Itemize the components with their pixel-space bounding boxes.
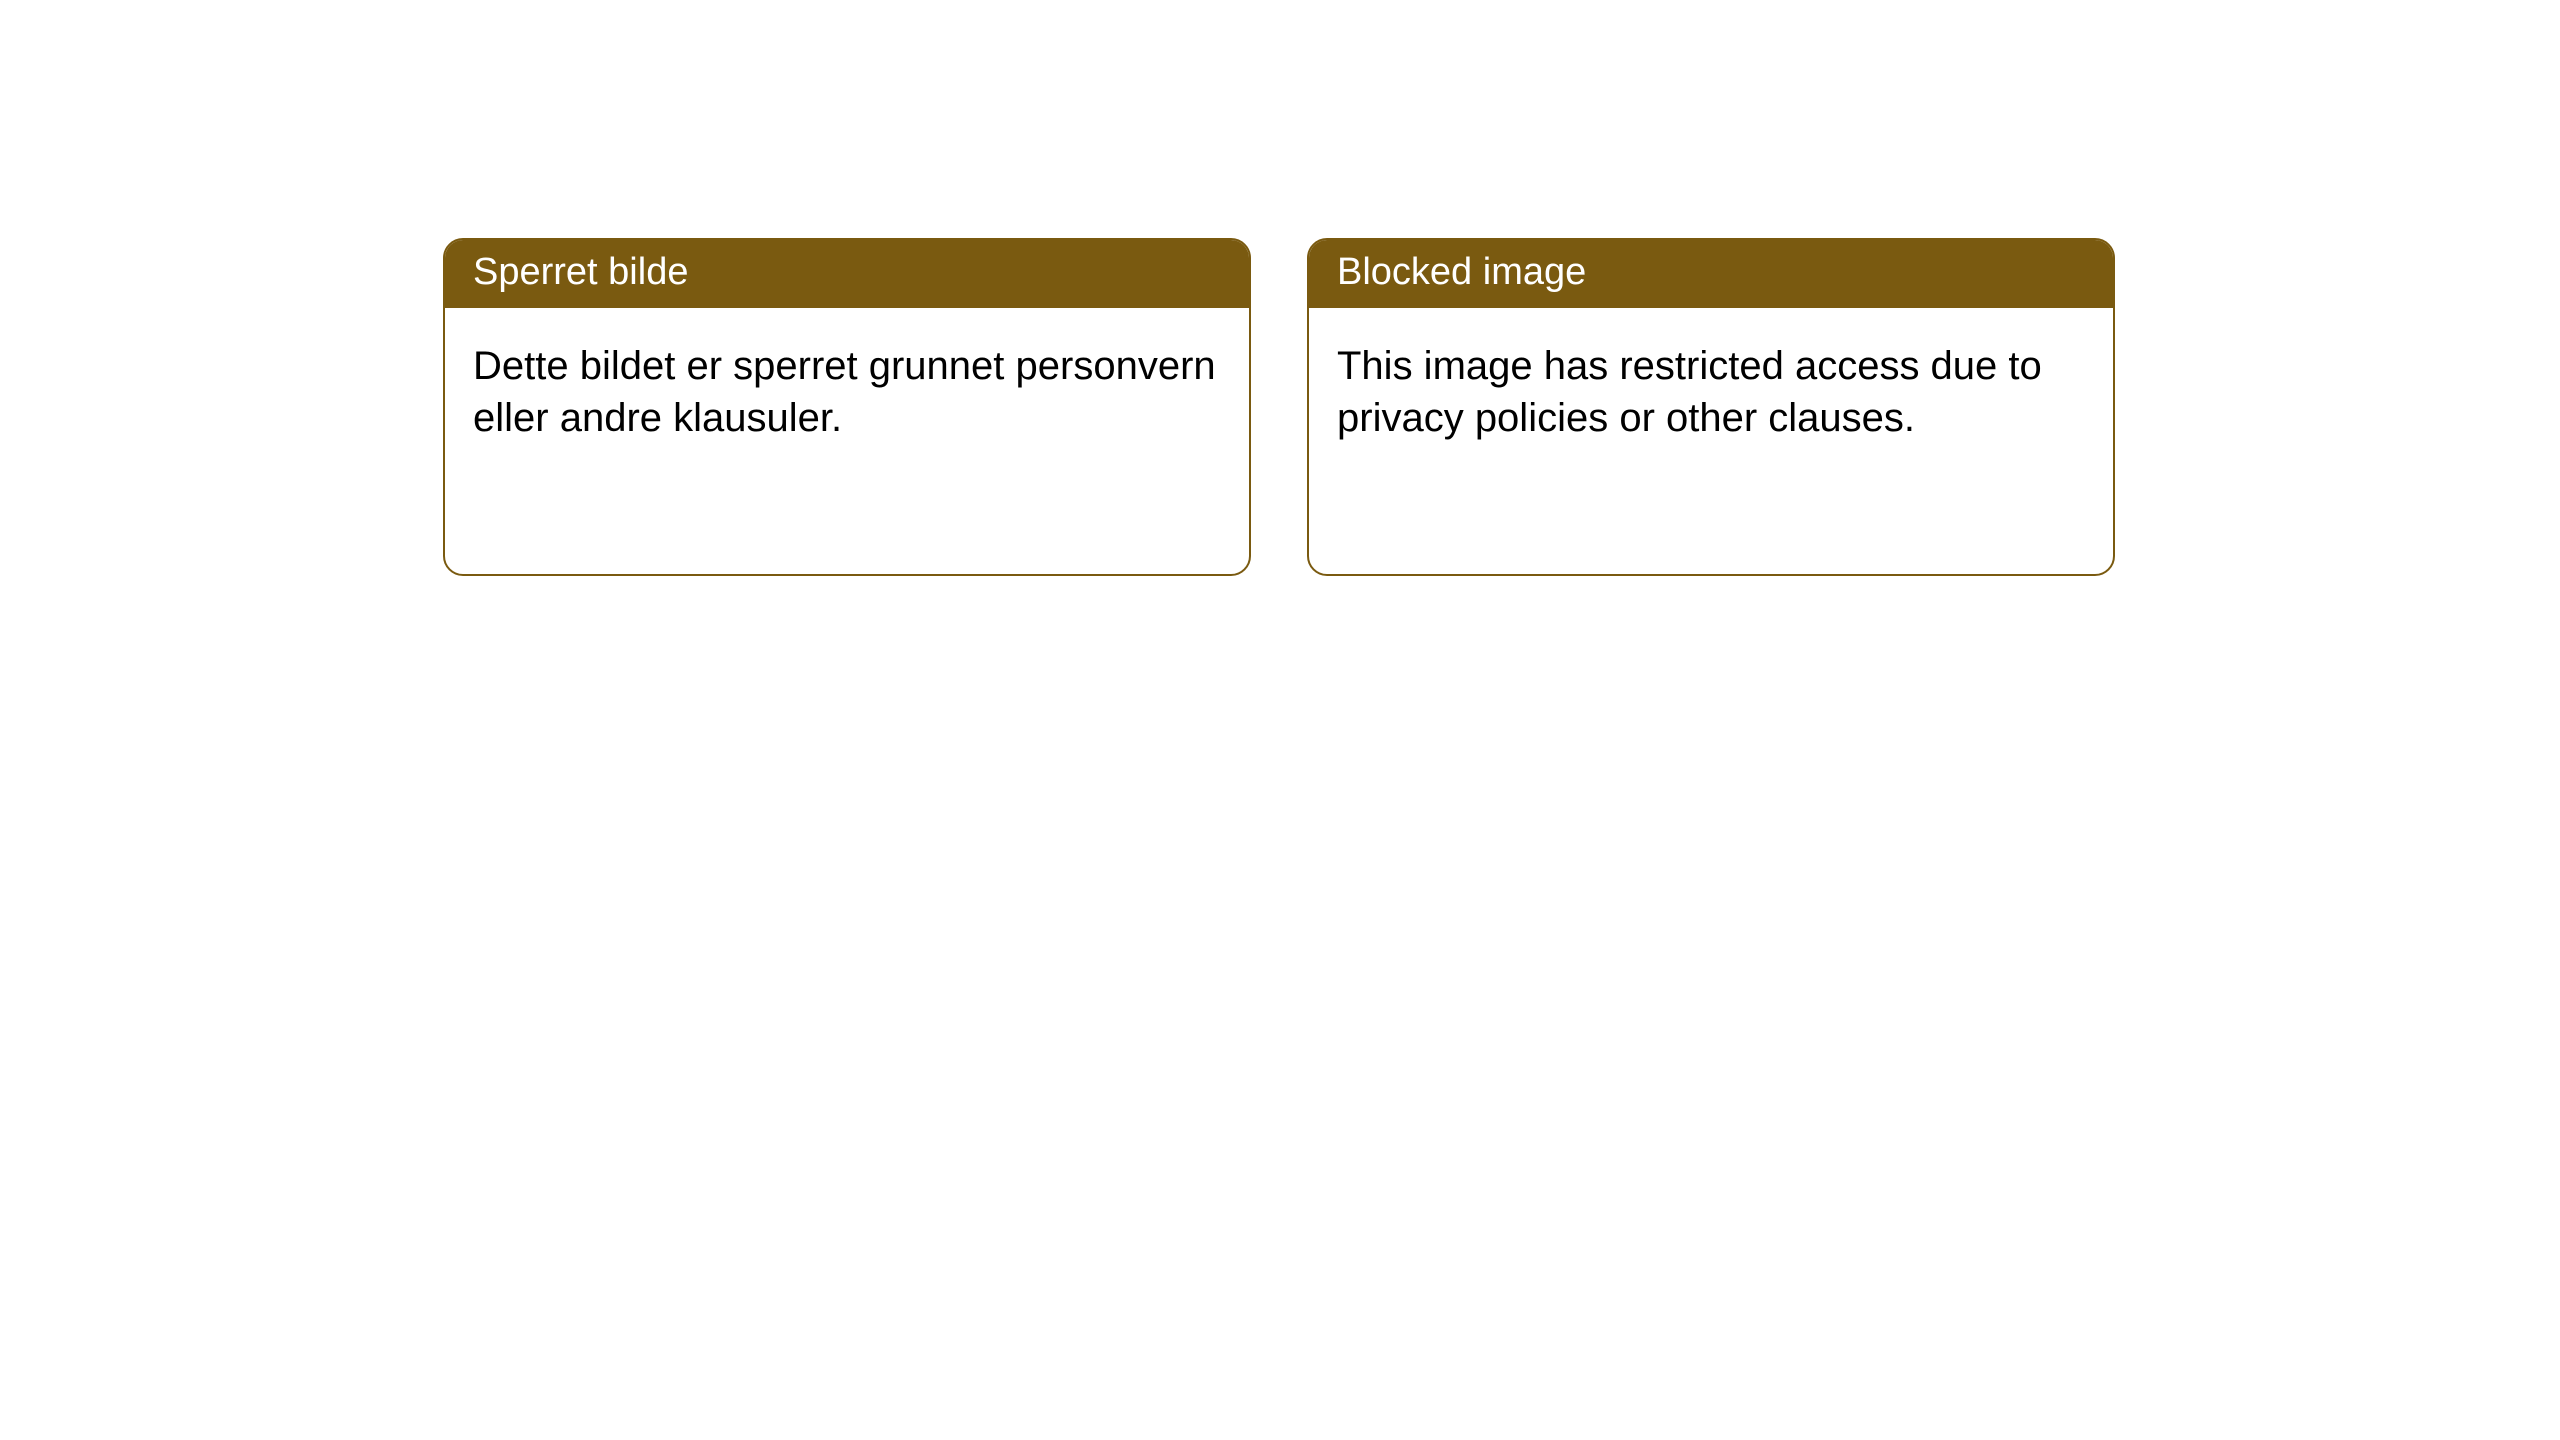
- notice-container: Sperret bilde Dette bildet er sperret gr…: [0, 0, 2560, 576]
- notice-card-norwegian: Sperret bilde Dette bildet er sperret gr…: [443, 238, 1251, 576]
- notice-card-body: Dette bildet er sperret grunnet personve…: [445, 308, 1249, 478]
- notice-card-english: Blocked image This image has restricted …: [1307, 238, 2115, 576]
- notice-card-body: This image has restricted access due to …: [1309, 308, 2113, 478]
- notice-card-title: Blocked image: [1309, 240, 2113, 308]
- notice-card-title: Sperret bilde: [445, 240, 1249, 308]
